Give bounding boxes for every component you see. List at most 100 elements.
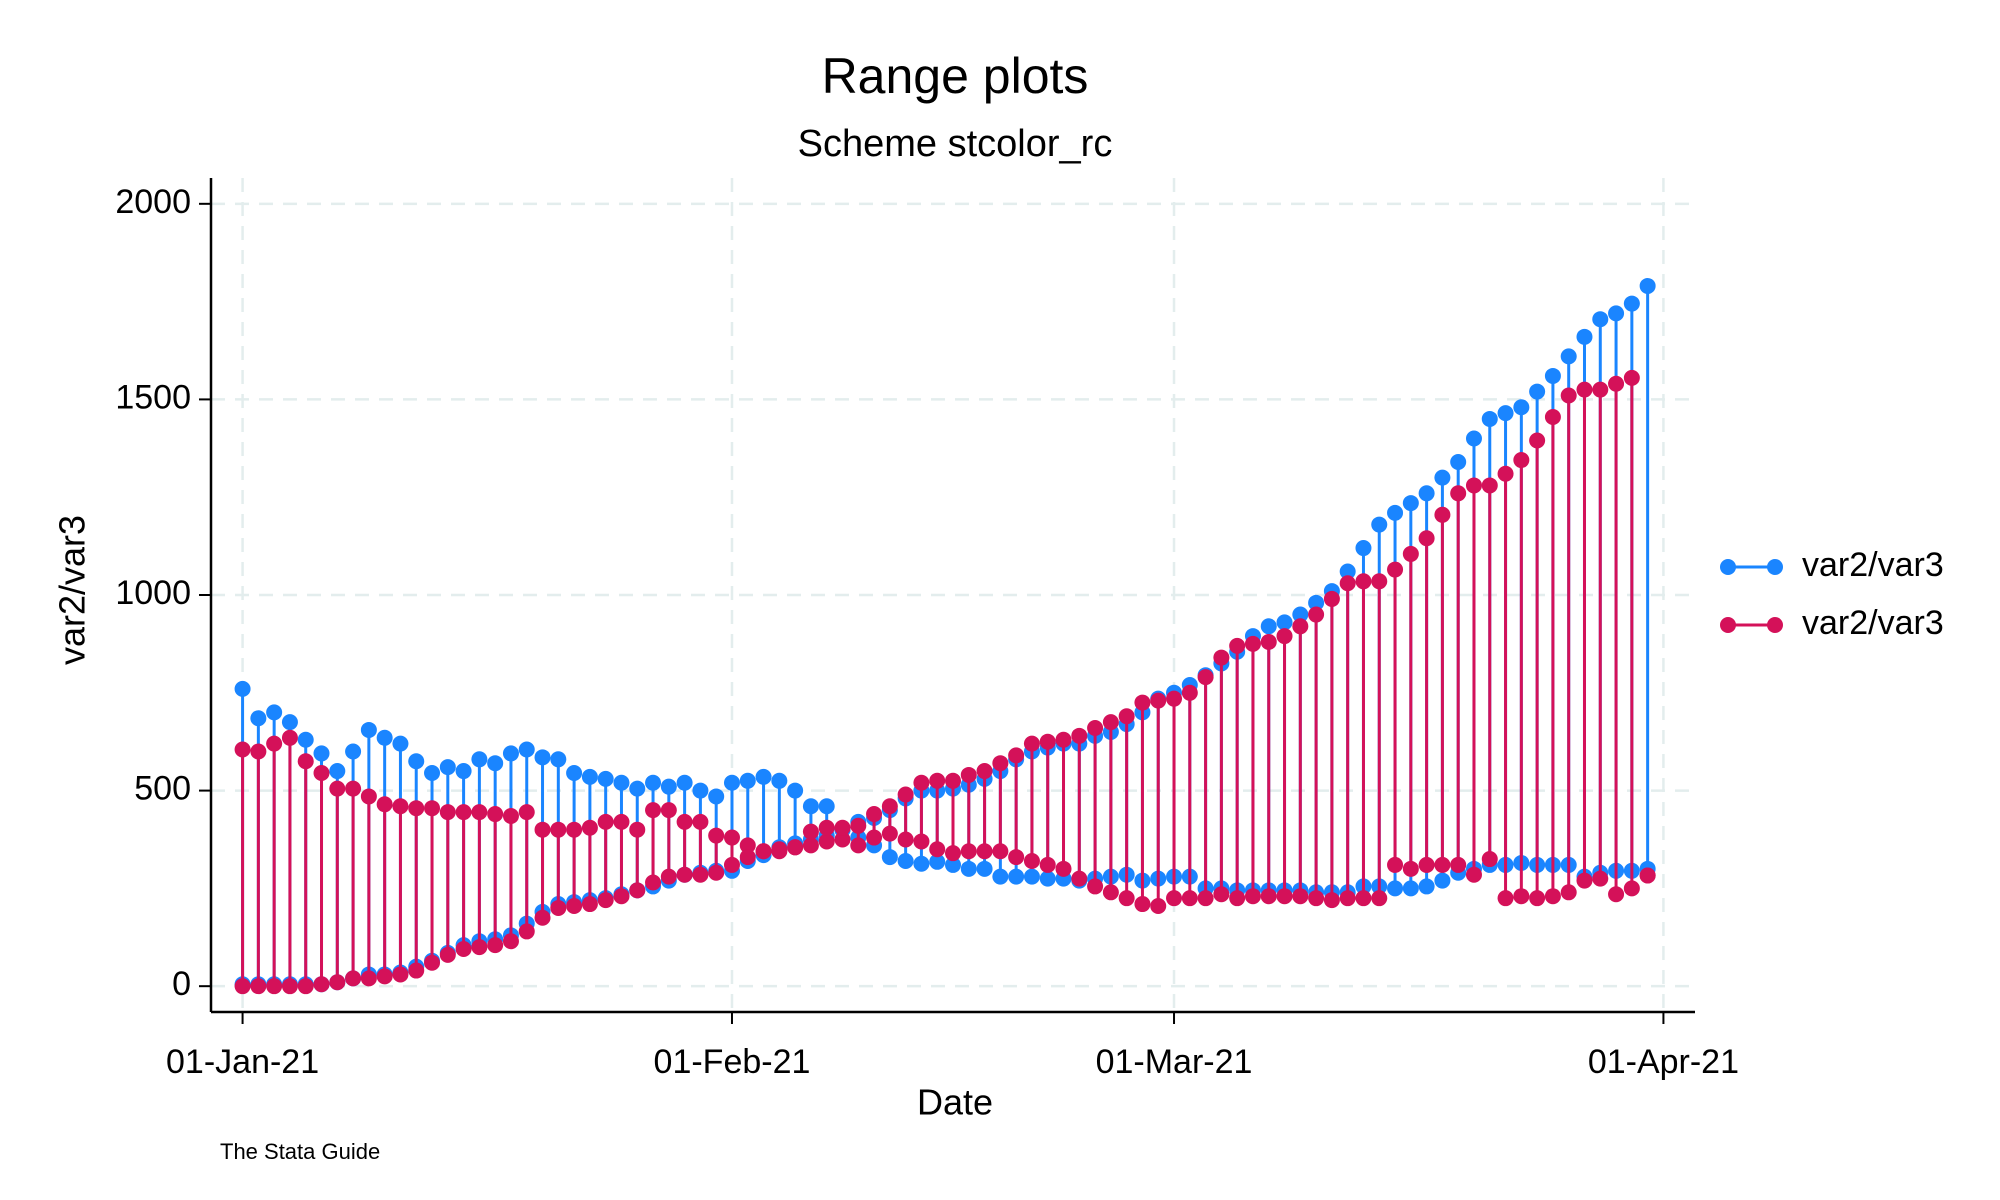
range-end [1592, 870, 1609, 887]
range-end [581, 768, 598, 785]
range-end [1576, 328, 1593, 345]
range-end [1197, 890, 1214, 907]
range-end [1323, 590, 1340, 607]
range-end [1529, 383, 1546, 400]
note: The Stata Guide [220, 1139, 380, 1164]
range-end [818, 819, 835, 836]
range-end [1450, 485, 1467, 502]
x-axis-label: Date [917, 1082, 993, 1123]
range-end [360, 721, 377, 738]
range-end [1118, 890, 1135, 907]
range-end [1339, 563, 1356, 580]
range-end [329, 780, 346, 797]
range-end [1371, 573, 1388, 590]
range-end [771, 841, 788, 858]
range-end [1197, 669, 1214, 686]
range-end [1276, 614, 1293, 631]
range-end [1418, 878, 1435, 895]
range-end [692, 813, 709, 830]
range-end [1513, 399, 1530, 416]
range-end [1623, 369, 1640, 386]
range-end [471, 939, 488, 956]
range-end [645, 802, 662, 819]
x-tick-label: 01-Mar-21 [1096, 1043, 1253, 1081]
range-end [739, 849, 756, 866]
range-end [250, 978, 267, 995]
range-end [455, 941, 472, 958]
range-end [1134, 694, 1151, 711]
range-end [992, 868, 1009, 885]
range-end [313, 745, 330, 762]
range-end [534, 821, 551, 838]
y-tick-label: 1500 [115, 378, 191, 416]
range-end [1292, 618, 1309, 635]
legend-marker [1767, 617, 1783, 633]
range-end [408, 800, 425, 817]
range-end [708, 788, 725, 805]
range-end [297, 753, 314, 770]
range-end [408, 753, 425, 770]
range-end [471, 804, 488, 821]
range-end [629, 882, 646, 899]
range-end [234, 680, 251, 697]
range-end [597, 770, 614, 787]
range-end [1387, 856, 1404, 873]
range-end [739, 772, 756, 789]
range-end [439, 946, 456, 963]
range-end [313, 764, 330, 781]
range-end [566, 897, 583, 914]
range-end [1544, 367, 1561, 384]
range-end [1402, 495, 1419, 512]
range-end [1402, 545, 1419, 562]
range-end [297, 978, 314, 995]
range-end [345, 970, 362, 987]
range-end [897, 853, 914, 870]
range-end [1465, 430, 1482, 447]
range-end [1166, 890, 1183, 907]
range-end [1181, 684, 1198, 701]
range-end [329, 974, 346, 991]
range-end [629, 821, 646, 838]
range-end [550, 899, 567, 916]
range-end [487, 806, 504, 823]
range-end [771, 772, 788, 789]
range-end [723, 774, 740, 791]
range-end [1244, 635, 1261, 652]
range-end [566, 764, 583, 781]
range-end [723, 829, 740, 846]
range-end [960, 843, 977, 860]
range-end [234, 741, 251, 758]
range-end [1023, 853, 1040, 870]
range-end [1418, 485, 1435, 502]
range-end [992, 843, 1009, 860]
range-end [1213, 886, 1230, 903]
range-end [1008, 849, 1025, 866]
range-end [424, 764, 441, 781]
y-tick-label: 0 [172, 965, 191, 1003]
range-end [1450, 453, 1467, 470]
range-end [1560, 884, 1577, 901]
range-end [518, 804, 535, 821]
range-end [1260, 618, 1277, 635]
range-end [281, 729, 298, 746]
range-end [866, 829, 883, 846]
range-end [1229, 890, 1246, 907]
range-end [945, 845, 961, 862]
legend-label: var2/var3 [1802, 604, 1944, 642]
range-end [645, 874, 662, 891]
range-end [1308, 890, 1325, 907]
y-tick-label: 2000 [115, 183, 191, 221]
range-end [945, 772, 961, 789]
range-end [1213, 649, 1230, 666]
y-axis-label: var2/var3 [52, 515, 93, 665]
range-end [1623, 880, 1640, 897]
chart-title: Range plots [822, 48, 1089, 104]
range-end [1244, 888, 1261, 905]
range-end [1134, 896, 1151, 913]
range-end [708, 827, 725, 844]
range-end [281, 978, 298, 995]
range-end [929, 772, 946, 789]
range-end [250, 710, 267, 727]
range-end [1150, 897, 1167, 914]
legend-label: var2/var3 [1802, 546, 1944, 584]
